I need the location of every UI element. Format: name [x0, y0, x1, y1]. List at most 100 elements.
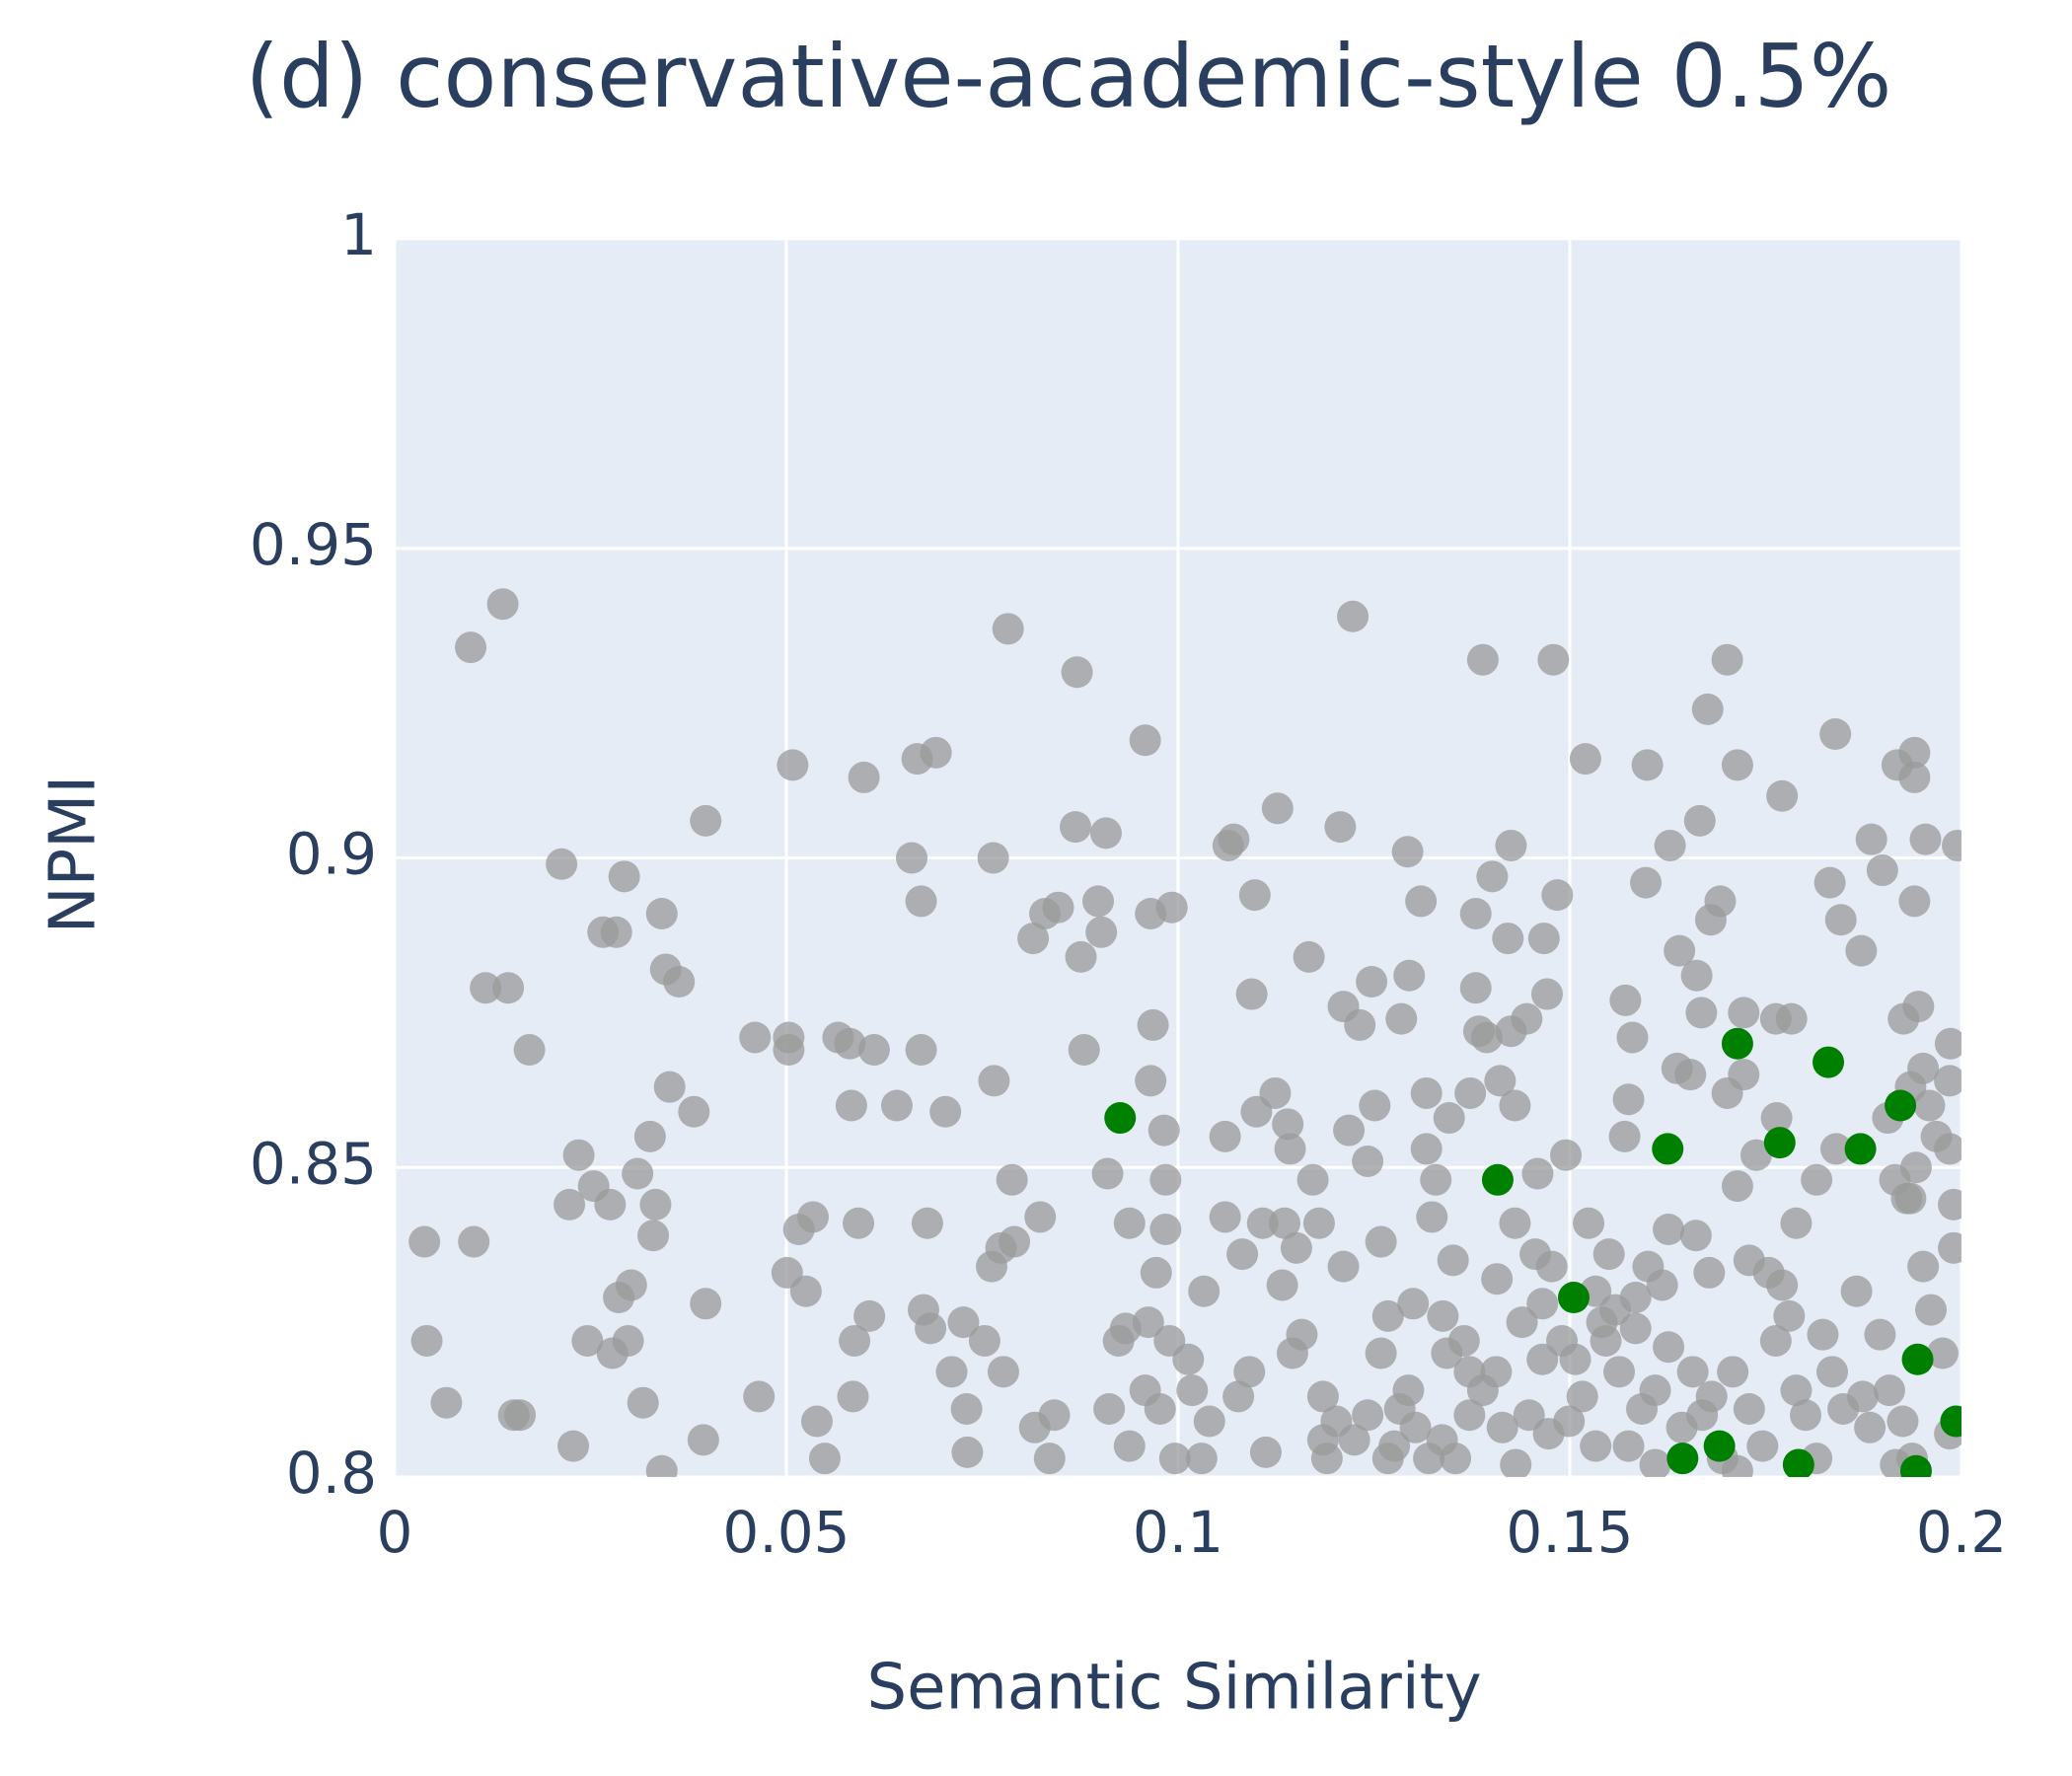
point [1327, 1250, 1360, 1283]
chart-title: (d) conservative-academic-style 0.5% [246, 26, 1892, 127]
point [1680, 959, 1713, 992]
point [1685, 997, 1718, 1029]
point [637, 1220, 670, 1252]
point [1890, 1182, 1923, 1215]
point [1845, 934, 1878, 967]
point [987, 1356, 1019, 1388]
point [999, 1225, 1031, 1258]
point [690, 1288, 722, 1320]
point [1887, 1405, 1919, 1438]
point [678, 1095, 710, 1128]
point [1721, 1170, 1753, 1203]
point [1511, 1002, 1543, 1035]
point [1176, 1374, 1209, 1407]
point [1728, 997, 1760, 1029]
labels: 0 0.05 0.1 0.15 0.2 0.8 0.85 0.9 0.95 1 [250, 201, 2007, 1566]
point [1506, 1306, 1538, 1339]
point [1780, 1207, 1813, 1239]
point [1934, 1133, 1961, 1165]
point [1259, 1076, 1292, 1109]
point [1024, 1201, 1057, 1233]
point [1296, 1163, 1329, 1196]
point [1926, 1337, 1959, 1369]
x-tick-label: 0.2 [1916, 1499, 2007, 1566]
point [1855, 823, 1887, 855]
point [1898, 761, 1931, 793]
point [1513, 1399, 1545, 1432]
point [1274, 1133, 1306, 1165]
point [1789, 1399, 1821, 1432]
point [1907, 1250, 1940, 1283]
point [504, 1399, 537, 1432]
point [1397, 1288, 1430, 1320]
point [1608, 1120, 1641, 1152]
point [1393, 959, 1426, 992]
point [1666, 1443, 1699, 1475]
point [1499, 1207, 1531, 1239]
point [1683, 804, 1716, 837]
point [1113, 1207, 1146, 1239]
point [1674, 1059, 1707, 1091]
point [992, 613, 1024, 645]
point [554, 1188, 586, 1221]
point [1550, 1139, 1583, 1171]
point [1885, 1089, 1917, 1122]
point [546, 848, 578, 880]
point [1132, 1306, 1164, 1339]
point [1137, 1008, 1169, 1041]
point [1306, 1380, 1339, 1413]
point [557, 1430, 590, 1462]
point [1866, 854, 1898, 887]
point [1365, 1337, 1397, 1369]
y-tick-label: 0.95 [250, 511, 377, 578]
point [1819, 718, 1852, 750]
point [1733, 1392, 1765, 1425]
point [1459, 897, 1492, 929]
point [1639, 1448, 1671, 1477]
point [1235, 978, 1268, 1010]
point [968, 1324, 1000, 1357]
point [1433, 1102, 1465, 1135]
point [1392, 1374, 1425, 1407]
point [1324, 811, 1357, 844]
point [1286, 1318, 1318, 1351]
point [1499, 1089, 1531, 1122]
point [1619, 1312, 1652, 1345]
point [639, 1188, 672, 1221]
point [1172, 1343, 1205, 1375]
point [1864, 1318, 1896, 1351]
point [1344, 1008, 1376, 1041]
point [1144, 1392, 1176, 1425]
point [1819, 1133, 1852, 1165]
point [1492, 923, 1524, 955]
point [1371, 1443, 1404, 1475]
point [978, 1065, 1010, 1097]
point [1481, 1163, 1514, 1196]
point [1246, 1207, 1279, 1239]
point [1233, 1356, 1266, 1388]
point [1521, 1157, 1554, 1190]
point [1703, 1430, 1736, 1462]
marks [408, 588, 1961, 1477]
point [1147, 1114, 1180, 1147]
point [608, 860, 640, 893]
point [1484, 1065, 1517, 1097]
point [1466, 643, 1499, 676]
point [1268, 1207, 1300, 1239]
point [1352, 1145, 1384, 1177]
point [1337, 600, 1369, 632]
point [1653, 1214, 1685, 1245]
point [1631, 749, 1664, 781]
point [1209, 1201, 1241, 1233]
point [1592, 1238, 1625, 1271]
point [1679, 1220, 1712, 1252]
point [848, 761, 880, 793]
point [1934, 1027, 1961, 1060]
point [1135, 1065, 1167, 1097]
point [486, 588, 519, 621]
point [1934, 1065, 1961, 1097]
point [1557, 1282, 1590, 1314]
point [1238, 879, 1271, 912]
point [1302, 1207, 1335, 1239]
